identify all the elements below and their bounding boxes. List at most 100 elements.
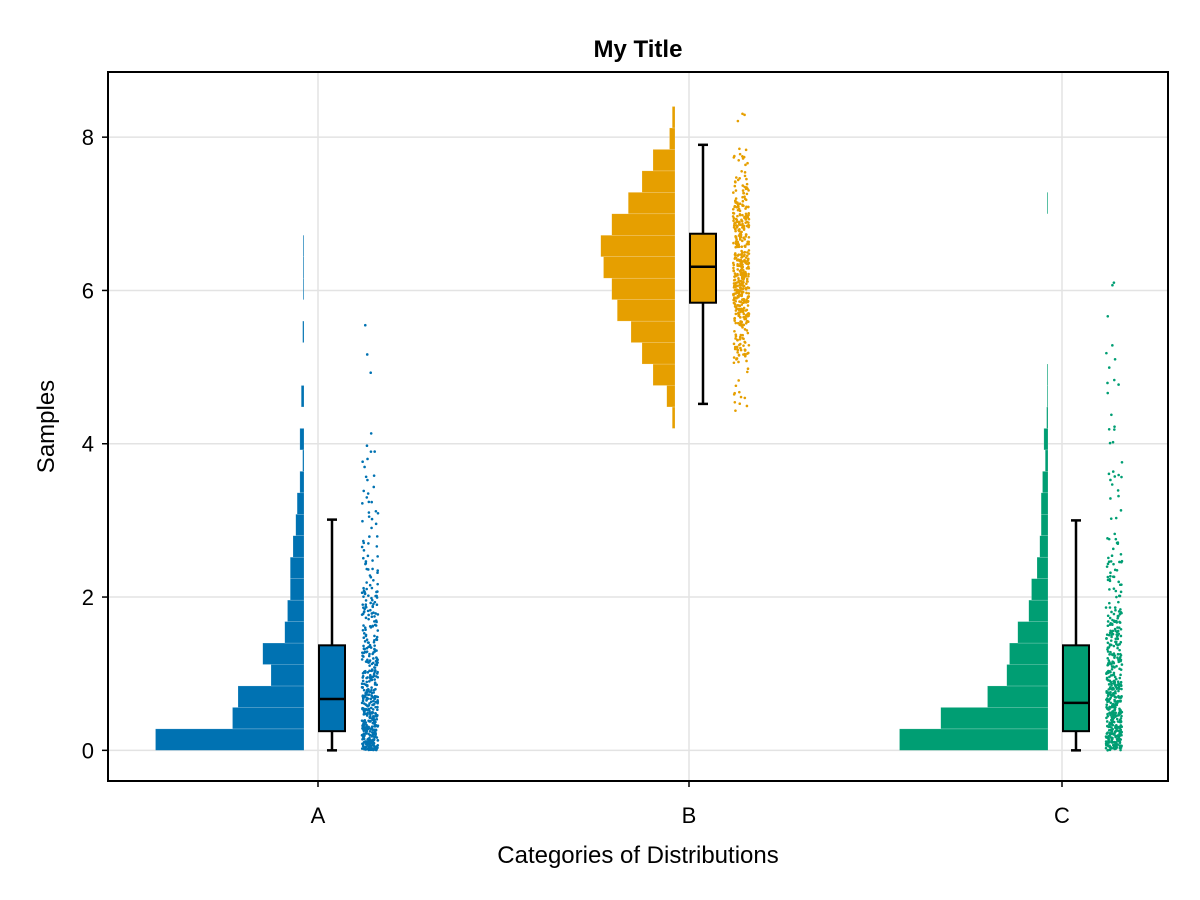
sample-point [361,460,364,464]
sample-point [376,705,379,709]
sample-point [363,607,366,611]
sample-point [361,676,365,679]
sample-point [1106,537,1109,540]
sample-point [747,189,750,192]
sample-point [370,691,374,695]
sample-point [1112,733,1115,736]
sample-point [1106,391,1110,395]
sample-point [368,736,371,740]
sample-point [733,184,737,188]
sample-point [738,293,741,296]
sample-point [1113,357,1117,361]
sample-point [1104,746,1108,750]
sample-point [734,253,737,257]
sample-point [1114,640,1117,644]
sample-point [375,638,379,642]
sample-point [733,204,737,208]
sample-point [733,329,736,333]
sample-point [1106,656,1110,660]
sample-point [747,314,750,318]
sample-point [739,333,743,337]
sample-point [364,693,368,696]
sample-point [732,342,736,346]
sample-point [374,624,378,627]
sample-point [734,312,738,316]
sample-point [1115,620,1118,623]
sample-point [745,186,748,189]
sample-point [734,384,738,388]
sample-point [1111,575,1115,578]
sample-point [371,708,375,711]
sample-point [1119,627,1123,631]
sample-point [1112,281,1116,284]
sample-point [747,343,751,347]
sample-point [368,720,371,723]
sample-point [376,613,380,616]
sample-point [746,367,750,371]
sample-point [360,685,364,689]
sample-point [1117,610,1121,613]
sample-point [361,671,365,675]
sample-point [1111,727,1114,731]
sample-point [372,485,376,489]
sample-point [1113,568,1117,572]
sample-point [1116,542,1120,546]
sample-point [369,700,373,704]
sample-point [368,652,371,656]
sample-point [363,323,367,327]
sample-point [372,651,375,654]
sample-point [373,669,377,672]
sample-point [1105,703,1109,707]
sample-point [1120,710,1124,714]
sample-point [376,739,380,742]
sample-point [361,651,364,654]
sample-point [372,611,375,614]
sample-point [746,259,749,263]
sample-point [1111,736,1114,740]
sample-point [369,697,373,701]
sample-point [375,535,379,538]
sample-point [1111,623,1114,626]
sample-point [1109,732,1113,736]
sample-point [1105,633,1109,637]
sample-point [374,522,378,526]
raincloud-a [155,235,380,752]
sample-point [1105,637,1108,640]
sample-point [1119,696,1123,699]
chart-title: My Title [594,36,683,63]
sample-point [1107,738,1110,741]
sample-point [746,254,749,257]
sample-point [743,174,747,178]
sample-point [365,650,369,653]
grid [108,72,1168,781]
sample-point [375,635,379,639]
sample-point [1105,732,1109,735]
sample-point [737,308,741,312]
sample-point [1116,646,1119,650]
sample-point [364,740,367,743]
sample-point [365,660,369,664]
sample-point [735,281,739,284]
sample-point [1105,351,1108,355]
sample-point [1109,639,1113,642]
sample-point [742,308,745,312]
sample-point [739,395,743,399]
sample-point [374,712,377,715]
sample-point [369,626,373,629]
sample-point [733,319,737,322]
sample-point [361,742,364,746]
sample-point [1106,614,1110,618]
sample-point [1112,713,1115,717]
sample-point [1105,678,1109,681]
sample-point [737,222,741,226]
sample-point [1109,630,1113,634]
sample-point [362,688,366,692]
sample-point [1111,702,1115,706]
sample-point [361,697,365,701]
sample-point [373,725,377,728]
sample-point [738,300,741,303]
sample-point [744,198,748,202]
sample-point [372,699,375,703]
sample-point [369,601,372,605]
sample-point [366,609,370,613]
